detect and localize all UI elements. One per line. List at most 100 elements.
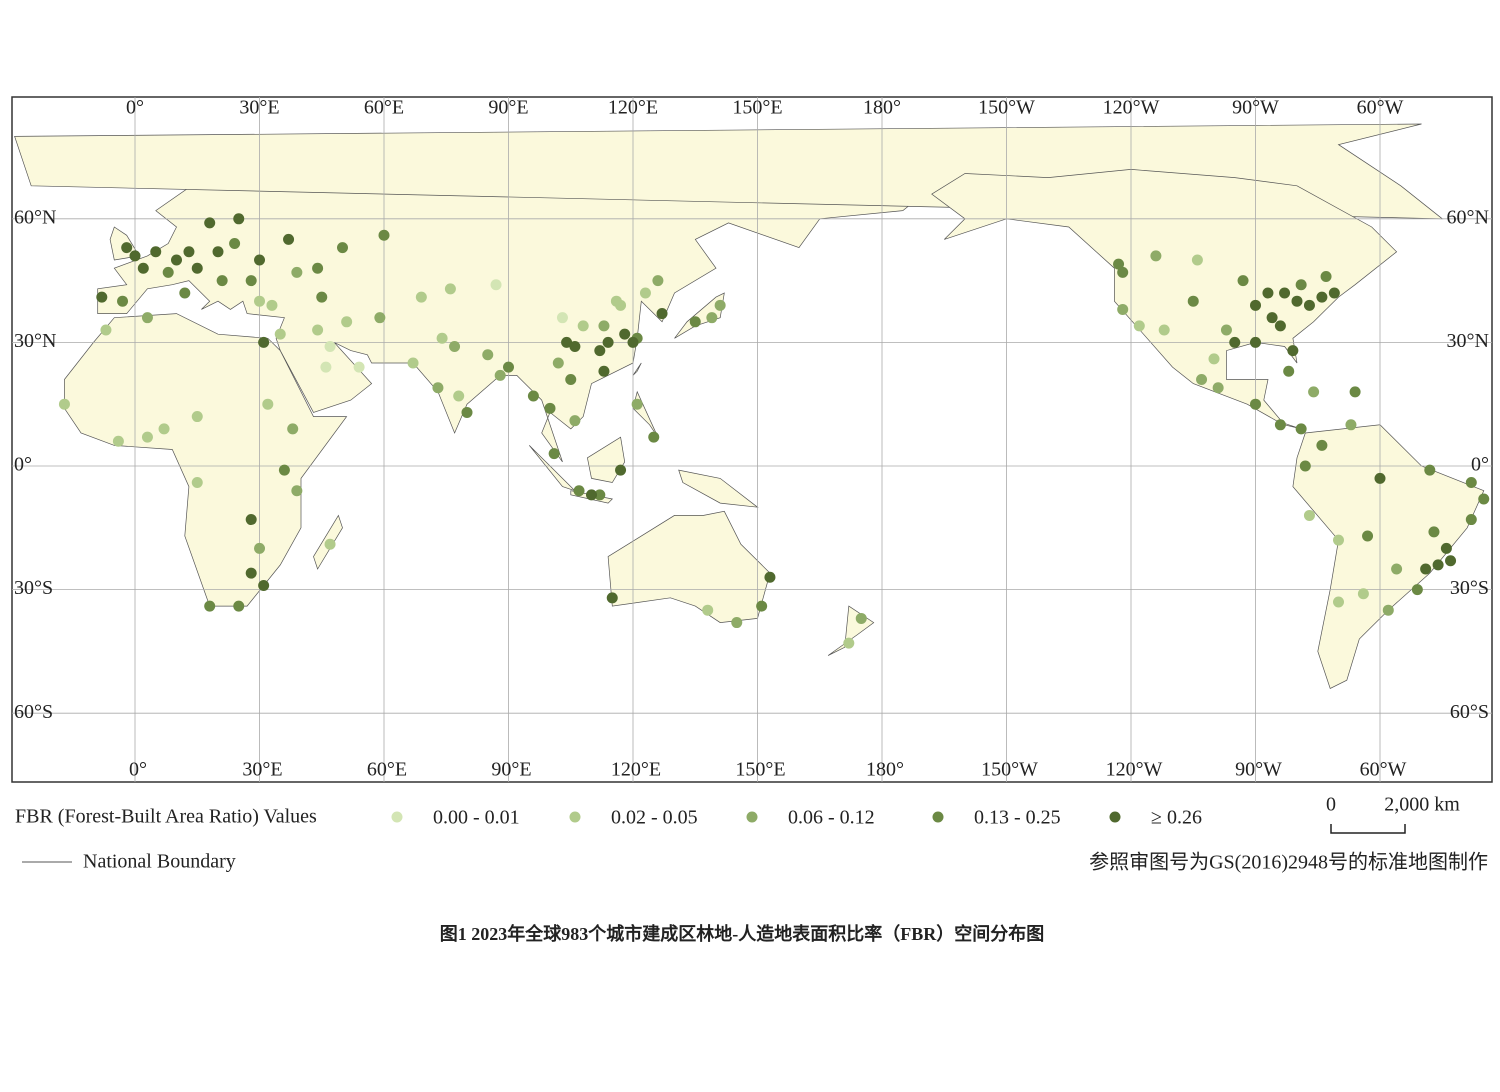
lat-label-left: 0° bbox=[14, 454, 32, 476]
lon-label-bottom: 150°W bbox=[981, 759, 1038, 781]
city-point bbox=[527, 390, 539, 402]
lat-label-left: 60°S bbox=[14, 701, 53, 723]
lon-label-bottom: 120°W bbox=[1106, 759, 1163, 781]
boundary-label: National Boundary bbox=[83, 851, 236, 873]
city-point bbox=[245, 514, 257, 526]
city-point bbox=[266, 299, 278, 311]
city-point bbox=[1440, 542, 1452, 554]
legend-swatch bbox=[391, 811, 403, 823]
city-point bbox=[1345, 419, 1357, 431]
city-point bbox=[598, 365, 610, 377]
city-point bbox=[1274, 320, 1286, 332]
lon-label-top: 150°E bbox=[732, 97, 782, 119]
city-point bbox=[602, 336, 614, 348]
city-point bbox=[1229, 336, 1241, 348]
city-point bbox=[1295, 423, 1307, 435]
city-point bbox=[569, 415, 581, 427]
city-point bbox=[561, 336, 573, 348]
city-point bbox=[1478, 493, 1490, 505]
lat-label-right: 30°S bbox=[1450, 577, 1489, 599]
land bbox=[1292, 424, 1485, 689]
city-point bbox=[1279, 287, 1291, 299]
city-point bbox=[1283, 365, 1295, 377]
city-point bbox=[1333, 596, 1344, 608]
city-point bbox=[586, 489, 597, 501]
city-point bbox=[1220, 324, 1232, 336]
city-point bbox=[1133, 320, 1145, 332]
city-point bbox=[58, 398, 70, 410]
lon-label-top: 30°E bbox=[239, 97, 279, 119]
city-point bbox=[1150, 250, 1162, 262]
city-point bbox=[764, 571, 776, 583]
city-point bbox=[594, 489, 606, 501]
city-point bbox=[1299, 460, 1311, 472]
city-point bbox=[594, 345, 606, 357]
city-point bbox=[150, 246, 162, 258]
land bbox=[931, 169, 1398, 430]
city-point bbox=[312, 262, 324, 274]
city-point bbox=[1357, 588, 1369, 600]
city-point bbox=[158, 423, 170, 435]
city-point bbox=[843, 637, 855, 649]
land-layer bbox=[14, 123, 1485, 689]
city-point bbox=[204, 217, 216, 229]
city-point bbox=[1465, 476, 1477, 488]
city-point bbox=[652, 275, 664, 287]
city-point bbox=[274, 328, 286, 340]
city-point bbox=[548, 448, 560, 460]
city-point bbox=[544, 402, 556, 414]
city-point bbox=[1424, 464, 1436, 476]
city-point bbox=[453, 390, 465, 402]
city-point bbox=[702, 604, 714, 616]
city-point bbox=[212, 246, 224, 258]
city-point bbox=[1316, 291, 1328, 303]
city-point bbox=[291, 266, 303, 278]
city-point bbox=[291, 485, 303, 497]
city-point bbox=[706, 312, 718, 324]
city-point bbox=[183, 246, 195, 258]
city-point bbox=[1411, 584, 1423, 596]
city-point bbox=[1237, 275, 1249, 287]
city-point bbox=[254, 542, 265, 554]
city-point bbox=[1420, 563, 1432, 575]
city-point bbox=[415, 291, 427, 303]
city-point bbox=[137, 262, 149, 274]
city-point bbox=[552, 357, 564, 369]
city-point bbox=[1196, 373, 1208, 385]
lat-label-right: 60°N bbox=[1447, 206, 1489, 228]
city-point bbox=[341, 316, 353, 328]
lon-label-top: 60°W bbox=[1357, 97, 1404, 119]
city-point bbox=[1262, 287, 1274, 299]
lon-label-bottom: 150°E bbox=[735, 759, 785, 781]
city-point bbox=[337, 242, 348, 254]
city-point bbox=[141, 312, 153, 324]
city-point bbox=[1274, 419, 1286, 431]
city-point bbox=[556, 312, 568, 324]
city-point bbox=[407, 357, 419, 369]
city-point bbox=[191, 411, 203, 423]
scale-start: 0 bbox=[1326, 794, 1336, 816]
city-point bbox=[229, 238, 241, 250]
lat-label-left: 30°N bbox=[14, 330, 56, 352]
city-point bbox=[1212, 382, 1224, 394]
city-point bbox=[245, 275, 257, 287]
city-point bbox=[204, 600, 216, 612]
city-point bbox=[482, 349, 494, 361]
city-point bbox=[615, 299, 627, 311]
city-point bbox=[1303, 299, 1315, 311]
city-point bbox=[283, 233, 295, 245]
legend: 0.00 - 0.01 0.02 - 0.05 0.06 - 0.12 0.13 - … bbox=[391, 807, 1202, 829]
legend-label: 0.00 - 0.01 bbox=[433, 807, 520, 829]
city-point bbox=[141, 431, 153, 443]
city-point bbox=[503, 361, 514, 373]
lon-label-top: 180° bbox=[863, 97, 901, 119]
caption: 图1 2023年全球983个城市建成区林地-人造地表面积比率（FBR）空间分布图 bbox=[440, 923, 1045, 944]
legend-swatch bbox=[569, 811, 581, 823]
city-point bbox=[1187, 295, 1199, 307]
city-point bbox=[258, 579, 270, 591]
city-point bbox=[1250, 336, 1261, 348]
city-point bbox=[444, 283, 456, 295]
city-point bbox=[1432, 559, 1444, 571]
lat-label-right: 60°S bbox=[1450, 701, 1489, 723]
